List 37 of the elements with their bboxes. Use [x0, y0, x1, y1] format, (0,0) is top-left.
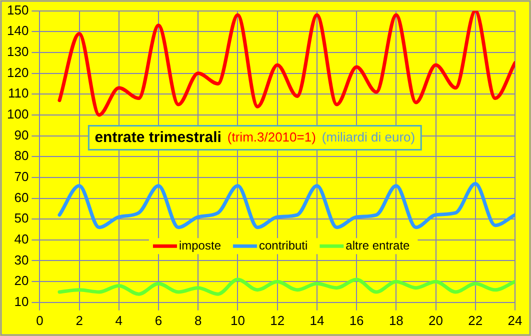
y-tick-label: 70 — [14, 169, 29, 184]
y-tick-label: 80 — [14, 148, 29, 164]
y-tick-label: 60 — [14, 190, 29, 205]
x-tick-label: 2 — [76, 312, 83, 328]
line-series — [58, 182, 515, 230]
y-tick-label: 100 — [6, 106, 29, 122]
x-tick-label: 18 — [388, 312, 404, 328]
text: entrate trimestrali — [94, 128, 222, 146]
y-tick-label: 110 — [8, 86, 29, 101]
x-tick-label: 16 — [349, 312, 364, 328]
annotation: (trim.3/2010=1) — [227, 129, 316, 144]
annotation: (miliardi di euro) — [322, 129, 416, 144]
y-tick-label: 30 — [14, 252, 29, 268]
x-tick-label: 0 — [36, 312, 44, 328]
x-tick-label: 6 — [154, 312, 162, 328]
y-tick-label: 130 — [6, 44, 29, 60]
x-tick-label: 20 — [428, 312, 444, 328]
legend-label: altre entrate — [346, 238, 410, 252]
legend-label: imposte — [178, 238, 222, 252]
x-tick-label: 10 — [230, 312, 245, 328]
x-tick-label: 4 — [115, 312, 123, 328]
x-tick-label: 14 — [310, 312, 324, 328]
y-tick-label: 20 — [14, 273, 29, 288]
x-tick-label: 24 — [508, 312, 522, 328]
legend-label: contributi — [258, 238, 308, 252]
x-tick-label: 22 — [468, 312, 483, 328]
line-series — [58, 10, 515, 117]
y-tick-label: 40 — [14, 231, 29, 246]
y-tick-label: 140 — [6, 23, 29, 38]
x-tick-label: 12 — [270, 312, 285, 328]
x-tick-label: 8 — [194, 312, 202, 328]
y-tick-label: 90 — [14, 127, 29, 142]
y-tick-label: 120 — [6, 64, 29, 80]
y-tick-label: 10 — [14, 294, 29, 309]
y-tick-label: 150 — [6, 2, 29, 18]
line-series — [58, 278, 515, 296]
y-tick-label: 50 — [14, 210, 29, 226]
